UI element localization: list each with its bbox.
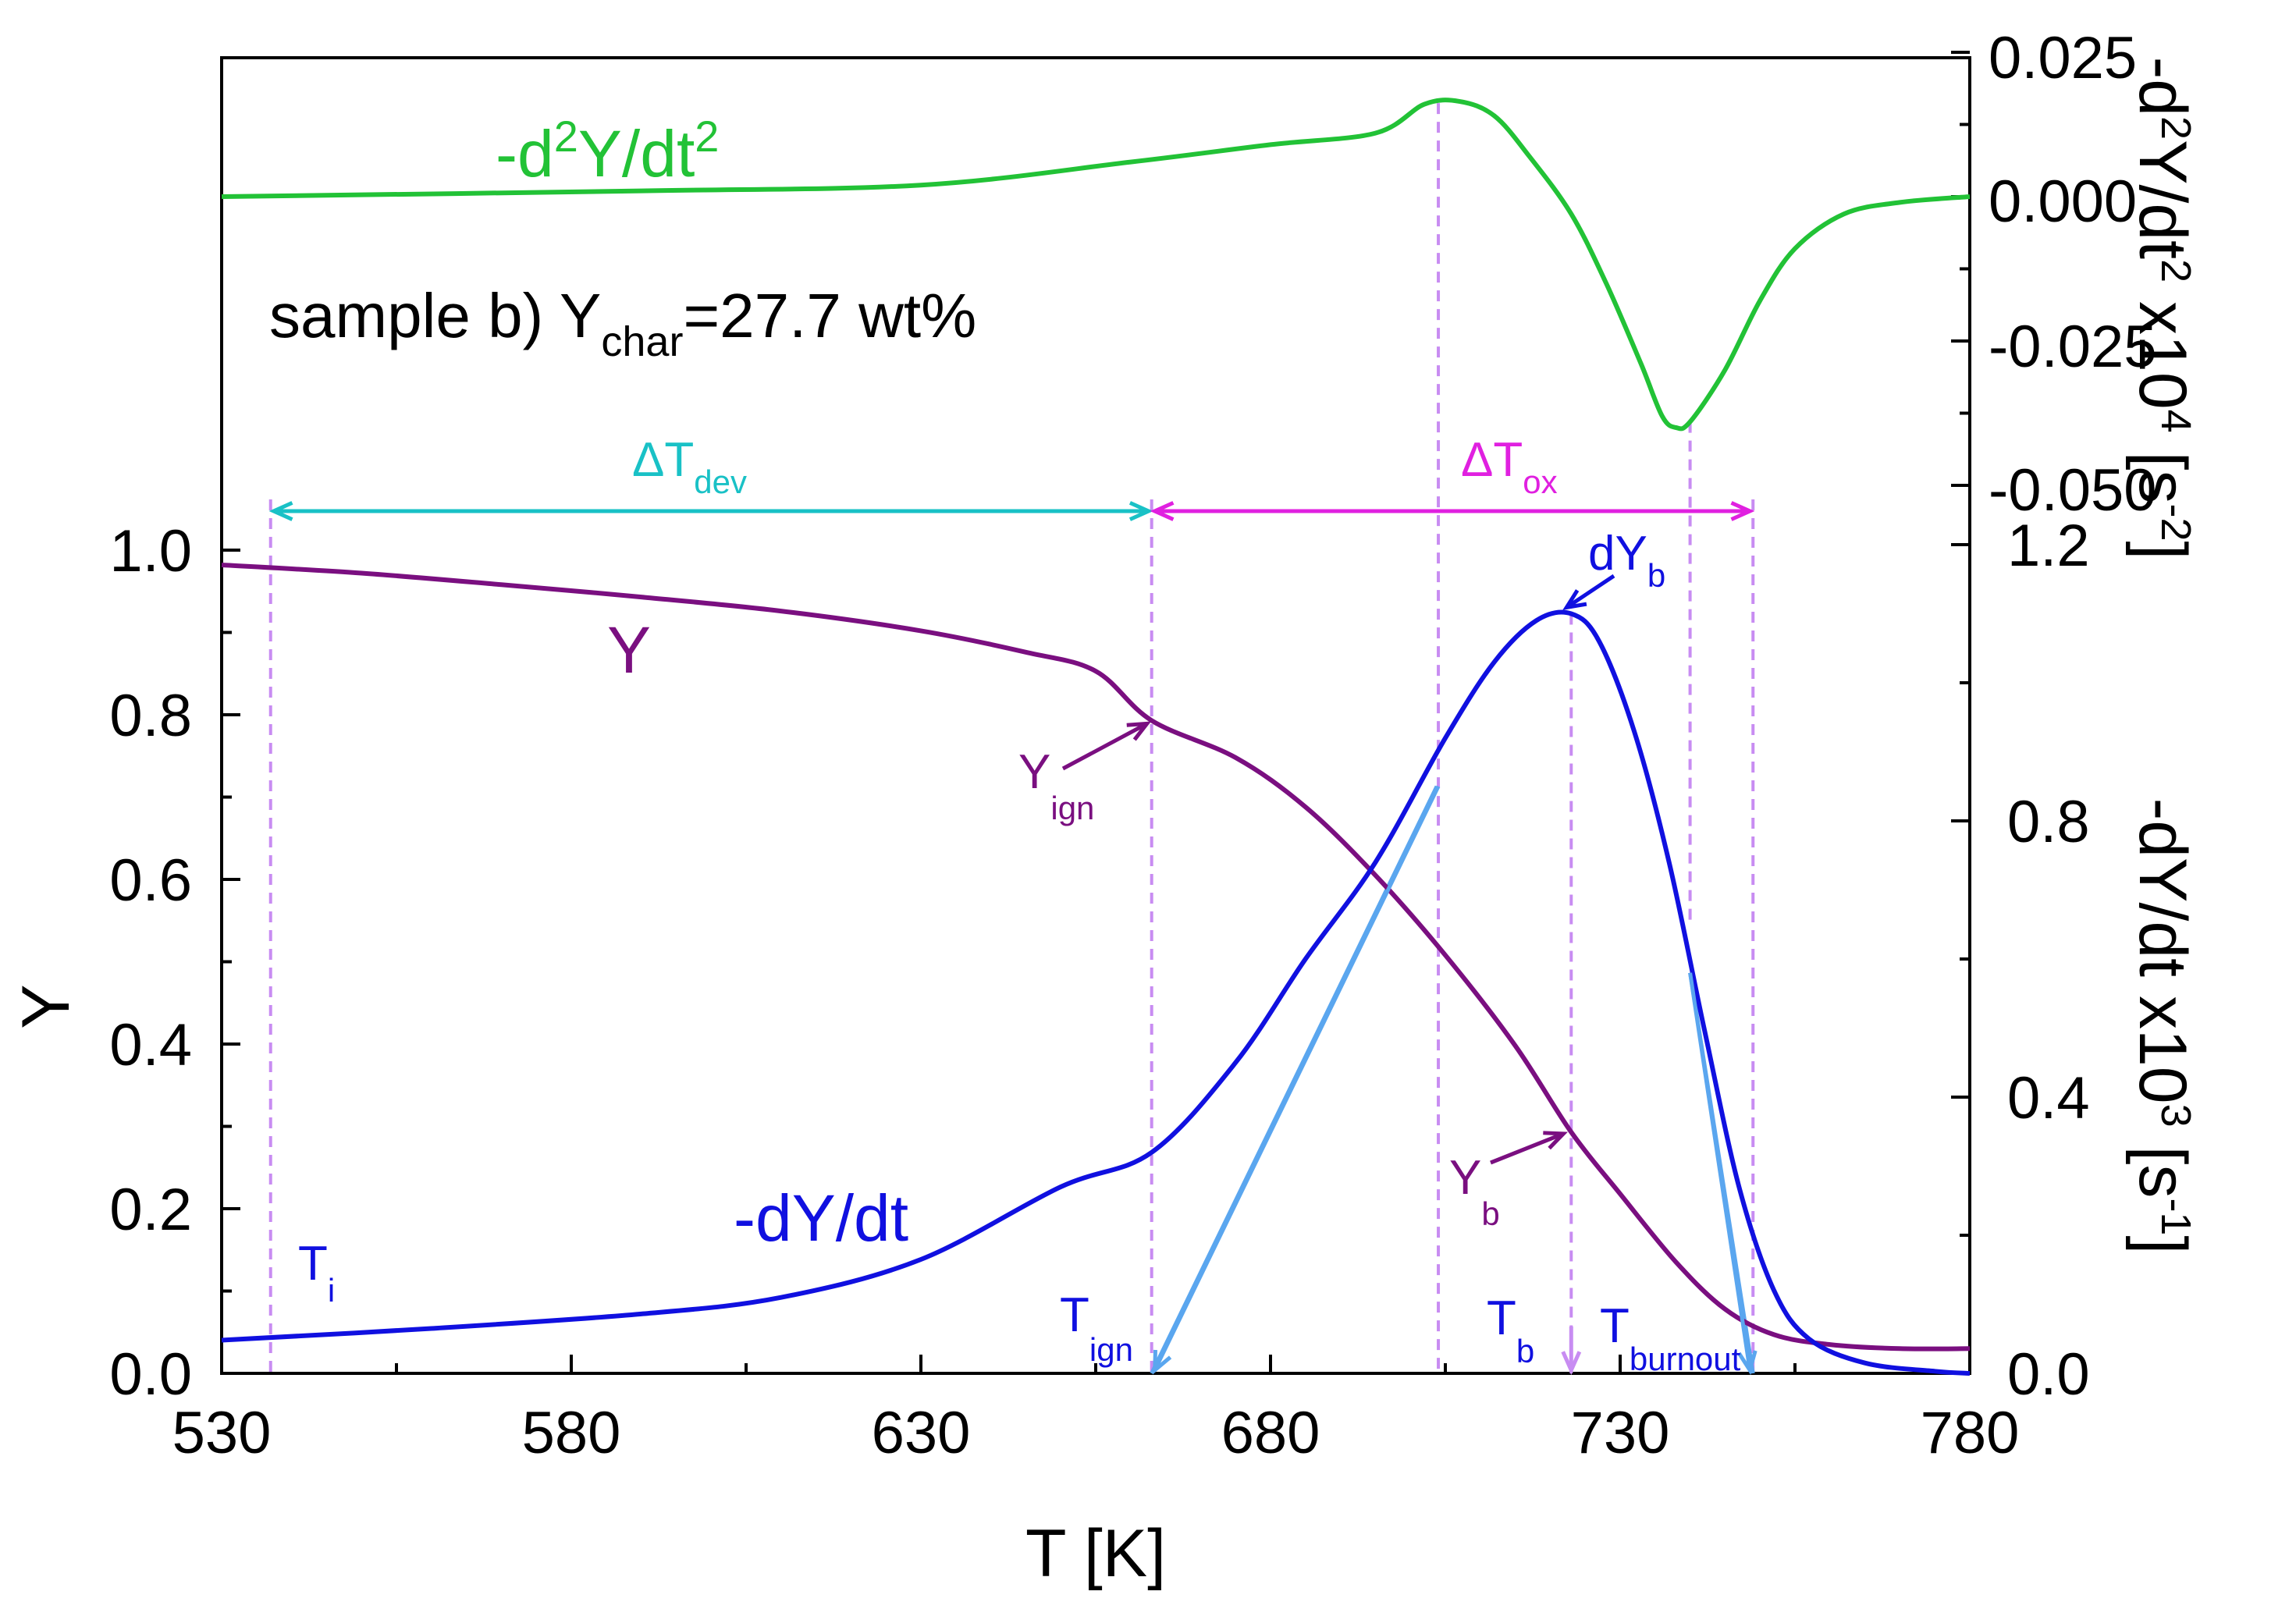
y-right-lower-tick-label: 0.8 xyxy=(2007,789,2090,855)
series-dydt-line xyxy=(221,609,1971,1376)
y-right-lower-axis-label: -dY/dt x103 [s-1] xyxy=(2125,798,2200,1255)
label-dt-dev: ΔTdev xyxy=(632,433,747,500)
y-right-lower-tick-labels: 0.0 0.4 0.8 1.2 xyxy=(2007,513,2090,1408)
label-t-b: Tb xyxy=(1487,1291,1534,1369)
y-right-lower-tick-label: 0.0 xyxy=(2007,1341,2090,1408)
y-left-tick-label: 0.2 xyxy=(109,1177,192,1243)
x-tick-label: 780 xyxy=(1921,1400,2020,1466)
label-t-burnout: Tburnout xyxy=(1600,1299,1741,1377)
x-tick-label: 730 xyxy=(1571,1400,1670,1466)
marker-lines xyxy=(268,103,1755,1373)
label-dy-b: dYb xyxy=(1588,527,1665,594)
label-dt-ox: ΔTox xyxy=(1461,433,1558,500)
y-left-tick-label: 1.0 xyxy=(109,518,192,584)
arrow-y-ign xyxy=(1061,722,1148,771)
y-right-upper-tick-label: 0.025 xyxy=(1989,25,2137,91)
label-y-b: Yb xyxy=(1449,1151,1500,1232)
arrow-t-b-head xyxy=(1561,1351,1582,1376)
series-label-y: Y xyxy=(607,613,651,687)
y-right-lower-tick-label: 0.4 xyxy=(2007,1065,2090,1131)
arrow-dt-ox-head xyxy=(1730,501,1755,521)
x-tick-label: 530 xyxy=(172,1400,272,1466)
tangent-lines xyxy=(1150,785,1755,1375)
chart-title: sample b) Ychar=27.7 wt% xyxy=(269,281,976,365)
arrow-dt-dev-head xyxy=(1128,501,1153,521)
arrow-dt-dev-head xyxy=(268,501,293,521)
x-tick-labels: 530 580 630 680 730 780 xyxy=(172,1400,2020,1466)
y-right-upper-tick-label: -0.025 xyxy=(1989,314,2157,380)
y-left-tick-label: 0.4 xyxy=(109,1012,192,1078)
y-left-tick-labels: 0.0 0.2 0.4 0.6 0.8 1.0 xyxy=(109,518,192,1408)
x-tick-label: 680 xyxy=(1221,1400,1320,1466)
arrow-y-b-head xyxy=(1543,1131,1568,1150)
axis-ticks xyxy=(220,51,1971,1375)
label-y-ign: Yign xyxy=(1018,745,1094,826)
x-tick-label: 630 xyxy=(872,1400,971,1466)
y-right-lower-tick-label: 1.2 xyxy=(2007,513,2090,579)
label-t-i: Ti xyxy=(298,1237,335,1309)
annotation-arrows xyxy=(268,501,1758,1376)
y-left-tick-label: 0.6 xyxy=(109,847,192,914)
y-left-axis-label: Y xyxy=(9,984,84,1028)
arrow-dt-ox-head xyxy=(1150,501,1175,521)
arrow-y-ign-head xyxy=(1126,721,1152,741)
arrow-dy-b-head xyxy=(1562,589,1587,610)
series-label-dydt: -dY/dt xyxy=(734,1181,908,1255)
y-right-upper-tick-labels: 0.025 0.000 -0.025 -0.050 xyxy=(1989,25,2157,524)
series-label-d2y: -d2Y/dt2 xyxy=(496,112,719,190)
arrow-tangent-ign-head xyxy=(1153,1349,1172,1375)
y-left-tick-label: 0.0 xyxy=(109,1341,192,1408)
series-d2ydt2-line xyxy=(221,98,1971,432)
arrow-tangent-ign xyxy=(1153,785,1441,1372)
series-y-line xyxy=(221,563,1971,1351)
y-right-upper-tick-label: 0.000 xyxy=(1989,169,2137,235)
arrow-dy-b xyxy=(1565,574,1615,609)
label-t-ign: Tign xyxy=(1060,1288,1133,1368)
y-right-upper-axis-label: -d2Y/dt2 x104 [s-2] xyxy=(2125,57,2200,560)
x-axis-label: T [K] xyxy=(1025,1516,1166,1591)
y-left-tick-label: 0.8 xyxy=(109,683,192,749)
arrow-tangent-burnout xyxy=(1688,972,1752,1371)
x-tick-label: 580 xyxy=(522,1400,621,1466)
arrow-tangent-burnout-head xyxy=(1737,1350,1758,1376)
y-right-upper-tick-label: -0.050 xyxy=(1989,457,2157,524)
arrow-y-b xyxy=(1490,1131,1565,1165)
